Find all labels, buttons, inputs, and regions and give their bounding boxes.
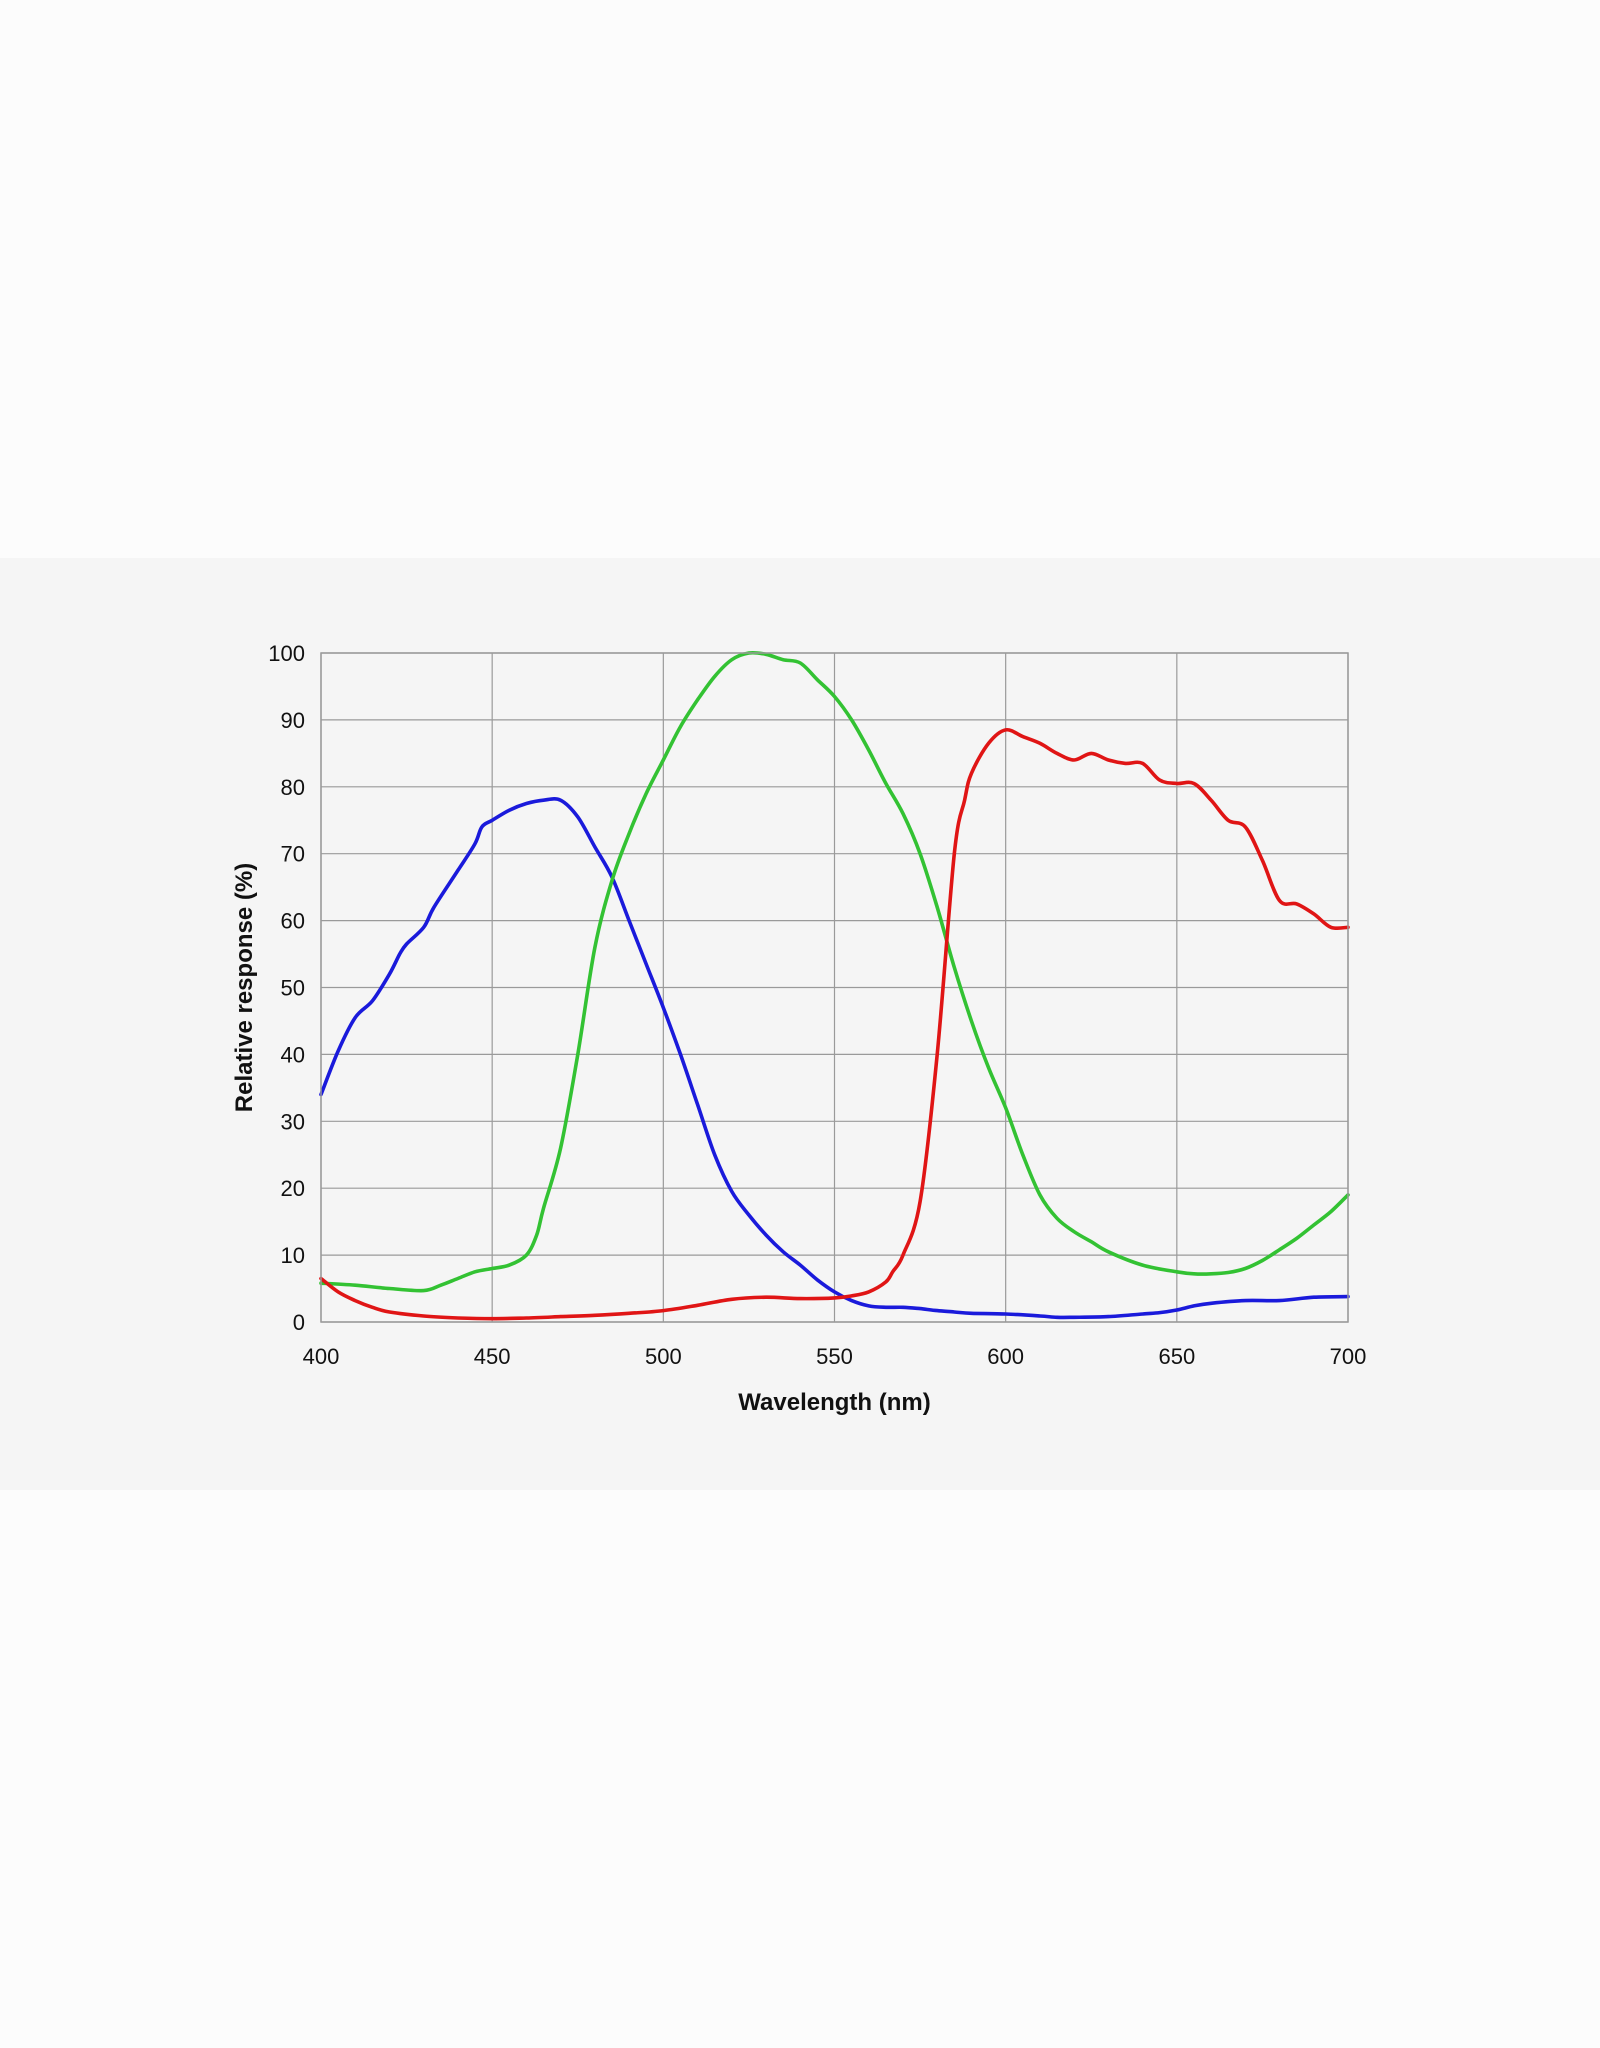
green-response-line xyxy=(319,650,1350,1293)
y-tick-label: 90 xyxy=(281,708,305,733)
red-response-line xyxy=(319,727,1350,1321)
y-tick-labels: 0 10 20 30 40 50 60 70 80 90 100 xyxy=(268,641,305,1335)
y-tick-label: 80 xyxy=(281,775,305,800)
y-tick-label: 50 xyxy=(281,976,305,1001)
y-tick-label: 30 xyxy=(281,1109,305,1134)
y-tick-label: 0 xyxy=(293,1310,305,1335)
plot-frame xyxy=(320,652,1349,1323)
y-tick-label: 20 xyxy=(281,1176,305,1201)
series-layer xyxy=(319,650,1350,1321)
x-tick-label: 450 xyxy=(474,1344,511,1369)
x-tick-label: 650 xyxy=(1158,1344,1195,1369)
x-tick-labels: 400 450 500 550 600 650 700 xyxy=(303,1344,1367,1369)
y-tick-label: 70 xyxy=(281,842,305,867)
y-tick-label: 40 xyxy=(281,1042,305,1067)
x-tick-label: 400 xyxy=(303,1344,340,1369)
y-tick-label: 60 xyxy=(281,909,305,934)
x-tick-label: 700 xyxy=(1330,1344,1367,1369)
blue-response-line xyxy=(319,797,1350,1320)
chart-panel: 400 450 500 550 600 650 700 0 10 20 30 40 50 60 70 80 9… xyxy=(0,558,1600,1490)
x-tick-label: 600 xyxy=(987,1344,1024,1369)
spectral-response-chart: 400 450 500 550 600 650 700 0 10 20 30 40 50 60 70 80 9… xyxy=(231,641,1367,1416)
y-tick-label: 100 xyxy=(268,641,305,666)
x-axis-title: Wavelength (nm) xyxy=(738,1389,930,1416)
y-axis-title: Relative response (%) xyxy=(231,863,258,1112)
y-tick-label: 10 xyxy=(281,1243,305,1268)
x-tick-label: 500 xyxy=(645,1344,682,1369)
x-tick-label: 550 xyxy=(816,1344,853,1369)
